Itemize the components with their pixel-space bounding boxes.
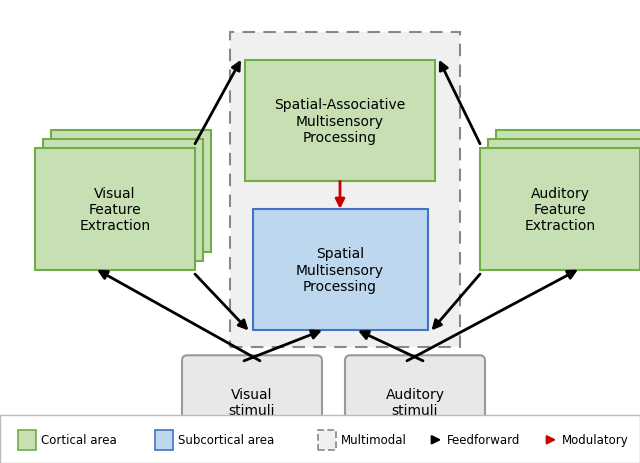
FancyBboxPatch shape (488, 140, 640, 261)
Text: Visual
Feature
Extraction: Visual Feature Extraction (79, 186, 150, 232)
Text: Spatial
Multisensory
Processing: Spatial Multisensory Processing (296, 247, 384, 293)
Text: Feedforward: Feedforward (447, 433, 520, 446)
FancyBboxPatch shape (51, 131, 211, 252)
Text: Modulatory: Modulatory (562, 433, 628, 446)
Text: Auditory
Feature
Extraction: Auditory Feature Extraction (524, 186, 596, 232)
Text: Visual
stimuli: Visual stimuli (228, 388, 275, 418)
Text: Cortical area: Cortical area (41, 433, 116, 446)
Text: Multimodal: Multimodal (341, 433, 407, 446)
FancyBboxPatch shape (253, 209, 428, 331)
FancyBboxPatch shape (182, 356, 322, 449)
FancyBboxPatch shape (345, 356, 485, 449)
Text: Auditory
stimuli: Auditory stimuli (385, 388, 445, 418)
FancyBboxPatch shape (35, 149, 195, 270)
FancyBboxPatch shape (318, 430, 336, 450)
FancyBboxPatch shape (155, 430, 173, 450)
Text: Subcortical area: Subcortical area (178, 433, 275, 446)
Text: Spatial-Associative
Multisensory
Processing: Spatial-Associative Multisensory Process… (275, 98, 406, 144)
FancyBboxPatch shape (245, 61, 435, 182)
FancyBboxPatch shape (480, 149, 640, 270)
FancyBboxPatch shape (230, 33, 460, 347)
FancyBboxPatch shape (43, 140, 203, 261)
FancyBboxPatch shape (18, 430, 36, 450)
FancyBboxPatch shape (496, 131, 640, 252)
FancyBboxPatch shape (0, 416, 640, 463)
